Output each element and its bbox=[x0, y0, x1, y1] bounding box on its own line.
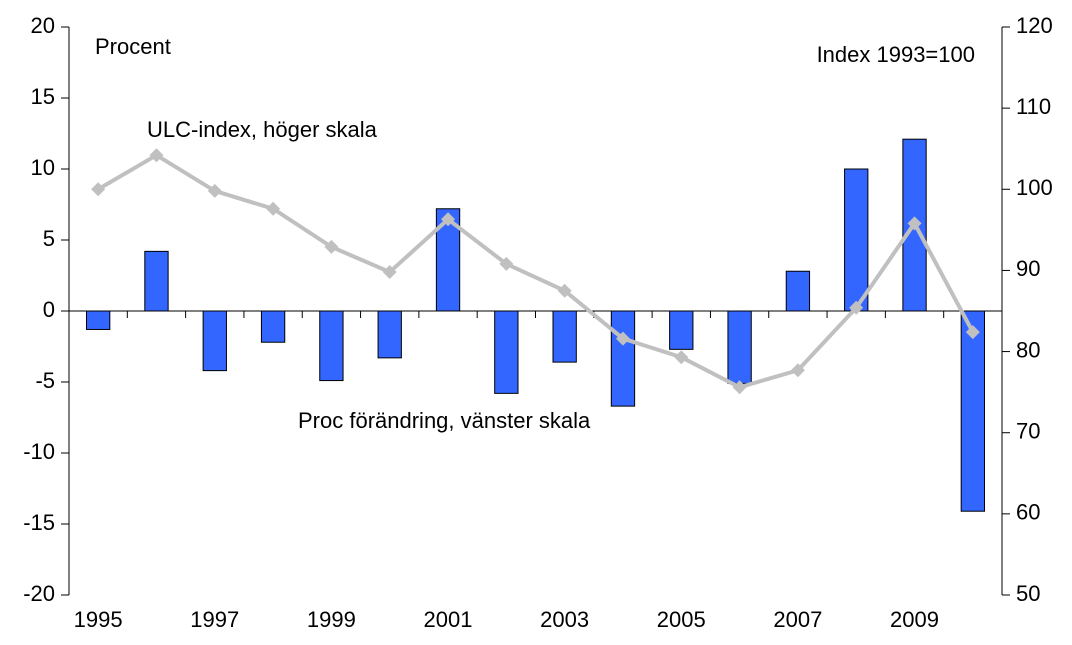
x-tick-label: 1995 bbox=[74, 607, 123, 632]
y-tick-label: 0 bbox=[43, 297, 55, 322]
bar bbox=[960, 310, 986, 512]
y2-tick-label: 110 bbox=[1016, 94, 1051, 119]
y-tick-label: -20 bbox=[23, 581, 55, 606]
y-tick-label: -15 bbox=[23, 510, 55, 535]
line-marker bbox=[965, 325, 980, 340]
y2-tick-label: 80 bbox=[1016, 337, 1040, 362]
y-tick-label: 10 bbox=[31, 155, 55, 180]
bar bbox=[785, 270, 811, 312]
x-tick-label: 2009 bbox=[890, 607, 939, 632]
x-tick-label: 1999 bbox=[307, 607, 356, 632]
line bbox=[97, 152, 975, 390]
line-marker bbox=[615, 331, 630, 346]
x-tick-label: 2007 bbox=[773, 607, 822, 632]
bar bbox=[844, 168, 869, 312]
bar bbox=[552, 310, 577, 363]
y-tick-label: 20 bbox=[31, 13, 55, 38]
line-marker bbox=[557, 283, 572, 298]
bar bbox=[727, 310, 752, 384]
line-marker bbox=[441, 212, 456, 227]
y-tick-label: -10 bbox=[23, 439, 55, 464]
y2-axis-label: Index 1993=100 bbox=[817, 42, 975, 67]
line-marker bbox=[907, 216, 922, 231]
y2-tick-label: 70 bbox=[1016, 419, 1040, 444]
line-marker bbox=[149, 148, 164, 163]
series-annotation: ULC-index, höger skala bbox=[147, 117, 378, 142]
line-marker bbox=[499, 256, 514, 271]
bar bbox=[319, 310, 344, 382]
bar bbox=[202, 310, 227, 372]
y-axis-label: Procent bbox=[95, 34, 171, 59]
y2-tick-label: 50 bbox=[1016, 581, 1040, 606]
line-marker bbox=[91, 182, 106, 197]
line-marker bbox=[382, 265, 397, 280]
series-annotation: Proc förändring, vänster skala bbox=[298, 408, 591, 433]
y-tick-label: -5 bbox=[35, 368, 55, 393]
line-marker bbox=[324, 239, 339, 254]
y2-tick-label: 60 bbox=[1016, 500, 1040, 525]
bar bbox=[377, 310, 402, 359]
line-marker bbox=[674, 350, 689, 365]
line-marker bbox=[732, 380, 747, 395]
bar bbox=[144, 250, 169, 312]
x-tick-label: 2003 bbox=[540, 607, 589, 632]
bar bbox=[260, 310, 286, 343]
y2-tick-label: 120 bbox=[1016, 13, 1053, 38]
bar bbox=[669, 310, 694, 350]
y2-tick-label: 90 bbox=[1016, 256, 1040, 281]
line-marker bbox=[849, 300, 864, 315]
line-marker bbox=[790, 363, 805, 378]
x-tick-label: 2001 bbox=[424, 607, 473, 632]
bar bbox=[494, 310, 519, 394]
y-tick-label: 5 bbox=[43, 226, 55, 251]
x-tick-label: 2005 bbox=[657, 607, 706, 632]
bar bbox=[85, 310, 111, 330]
bar bbox=[610, 310, 636, 407]
y-tick-label: 15 bbox=[31, 84, 55, 109]
y2-tick-label: 100 bbox=[1016, 175, 1053, 200]
line-marker bbox=[266, 201, 281, 216]
line-marker bbox=[207, 183, 222, 198]
x-tick-label: 1997 bbox=[190, 607, 239, 632]
